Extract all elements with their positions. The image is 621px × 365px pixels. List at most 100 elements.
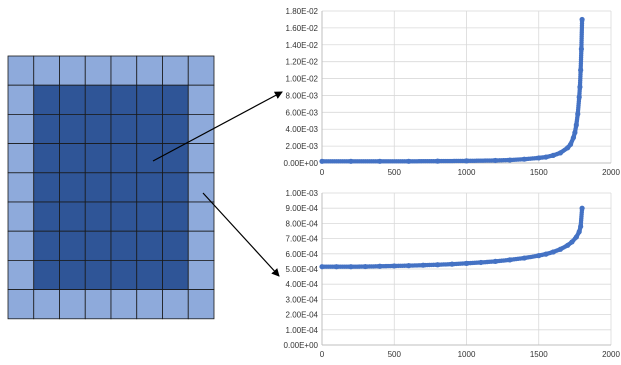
- grid-cell-outer: [187, 289, 215, 320]
- grid-cell-inner: [162, 143, 189, 174]
- x-tick-label: 2000: [602, 350, 620, 359]
- data-point: [478, 259, 484, 266]
- data-point: [577, 84, 583, 90]
- data-point: [578, 67, 584, 73]
- x-tick-label: 1500: [530, 350, 548, 359]
- grid-cell-outer: [7, 230, 35, 261]
- arrow-to-bottom-chart: [202, 192, 280, 277]
- y-tick-label: 5.00E-04: [286, 265, 319, 274]
- data-point: [572, 130, 578, 136]
- grid-cell-inner: [110, 172, 138, 203]
- grid-cell-inner: [84, 114, 112, 145]
- data-point: [319, 264, 325, 270]
- grid-cell-inner: [59, 114, 86, 145]
- data-point: [557, 150, 564, 156]
- grid-cell-inner: [59, 143, 86, 174]
- grid-cell-inner: [162, 114, 189, 145]
- y-tick-label: 1.20E-02: [286, 58, 319, 67]
- grid-cell-inner: [33, 114, 60, 145]
- data-point: [420, 262, 426, 268]
- grid-cell-inner: [110, 230, 138, 261]
- data-point: [565, 145, 571, 151]
- grid-cell-outer: [187, 84, 215, 115]
- grid-cell-outer: [110, 289, 138, 320]
- y-tick-label: 2.00E-04: [286, 311, 319, 320]
- grid-cell-outer: [187, 230, 215, 261]
- data-point: [576, 94, 582, 100]
- x-tick-label: 0: [320, 168, 325, 177]
- y-tick-label: 1.00E-03: [286, 189, 319, 198]
- data-point: [550, 249, 556, 255]
- grid-cell-inner: [162, 201, 189, 232]
- data-point: [406, 263, 412, 269]
- data-point: [569, 239, 575, 245]
- grid-cell-inner: [33, 201, 60, 232]
- data-point: [435, 262, 441, 268]
- data-point: [573, 234, 579, 240]
- chart-bottom: 0.00E+00 1.00E-04 2.00E-04 3.00E-04 4.00E-04…: [284, 189, 621, 359]
- y-tick-label: 6.00E-04: [286, 250, 319, 259]
- y-tick-label: 2.00E-03: [286, 142, 319, 151]
- data-point: [377, 158, 383, 164]
- y-tick-label: 1.40E-02: [286, 41, 319, 50]
- data-point: [362, 263, 368, 270]
- data-point: [536, 253, 542, 259]
- data-point: [449, 261, 455, 267]
- grid-cell-outer: [187, 201, 215, 232]
- data-point: [565, 242, 571, 248]
- grid-cell-outer: [7, 114, 35, 145]
- y-tick-label: 4.00E-03: [286, 125, 319, 134]
- grid-cell-outer: [7, 55, 35, 86]
- data-point: [319, 158, 325, 164]
- data-point: [521, 156, 527, 162]
- data-point: [576, 229, 582, 235]
- x-tick-label: 500: [388, 350, 402, 359]
- data-point: [492, 258, 498, 264]
- data-point: [377, 263, 383, 269]
- y-tick-label: 4.00E-04: [286, 280, 319, 289]
- y-tick-label: 8.00E-04: [286, 219, 319, 228]
- grid-cell-inner: [136, 114, 163, 145]
- grid-cell-inner: [136, 230, 163, 261]
- grid-cell-inner: [110, 201, 138, 232]
- grid-cell-inner: [59, 230, 86, 261]
- y-tick-label: 1.80E-02: [286, 7, 319, 16]
- data-point: [333, 264, 340, 270]
- y-tick-label: 1.00E-02: [286, 75, 319, 84]
- grid-cell-outer: [33, 289, 60, 320]
- arrow-to-top-chart: [152, 91, 283, 162]
- grid-cell-outer: [187, 259, 215, 290]
- data-point: [521, 255, 527, 261]
- x-tick-label: 1500: [530, 168, 548, 177]
- data-point: [573, 122, 579, 128]
- y-tick-label: 0.00E+00: [284, 341, 319, 350]
- grid-cell-inner: [33, 230, 60, 261]
- grid-cell-inner: [84, 84, 112, 115]
- chart-top: 0.00E+00 2.00E-03 4.00E-03 6.00E-03 8.00E-03…: [284, 7, 621, 177]
- grid-cell-outer: [33, 55, 60, 86]
- data-point: [575, 111, 581, 117]
- grid-cell-inner: [136, 201, 163, 232]
- y-tick-label: 7.00E-04: [286, 235, 319, 244]
- y-tick-label: 9.00E-04: [286, 204, 319, 213]
- grid-cell-outer: [136, 55, 163, 86]
- data-point: [406, 158, 412, 164]
- y-tick-label: 6.00E-03: [286, 108, 319, 117]
- grid-cell-inner: [162, 230, 189, 261]
- grid-cell-inner: [110, 259, 138, 290]
- data-point: [578, 223, 584, 230]
- x-tick-label: 1000: [458, 350, 476, 359]
- y-tick-label: 3.00E-04: [286, 295, 319, 304]
- grid-cell-inner: [110, 114, 138, 145]
- data-point: [507, 157, 513, 163]
- data-point: [348, 158, 354, 164]
- data-point: [543, 251, 549, 257]
- data-point: [567, 141, 574, 148]
- data-point: [543, 154, 549, 160]
- data-point: [463, 260, 470, 266]
- grid-cell-inner: [136, 84, 163, 115]
- data-point: [536, 155, 542, 161]
- data-point: [348, 264, 354, 270]
- data-point: [579, 205, 585, 211]
